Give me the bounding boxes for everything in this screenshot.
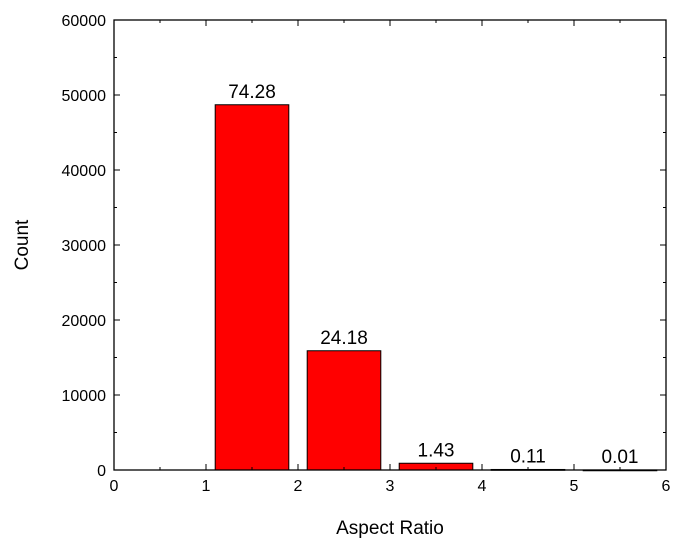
bar-3-label: 1.43 [418, 440, 455, 461]
y-tick-label: 50000 [62, 88, 107, 105]
plot-frame [113, 19, 667, 471]
y-tick-label: 10000 [62, 388, 107, 405]
x-axis-title: Aspect Ratio [336, 518, 444, 539]
y-tick-label: 20000 [62, 313, 107, 330]
bar-4-label: 0.11 [510, 446, 546, 467]
x-tick-label: 0 [110, 478, 119, 495]
x-tick-label: 3 [386, 478, 395, 495]
y-tick-label: 60000 [62, 13, 107, 30]
bar-1-label: 74.28 [228, 82, 276, 103]
ticks-layer [113, 19, 667, 471]
bar-2 [306, 350, 382, 471]
bar-5-label: 0.01 [602, 447, 639, 468]
tick-labels-layer: 0 1 2 3 4 5 6 0 10000 20000 30000 40000 50000 60000 [62, 13, 671, 495]
x-tick-label: 2 [294, 478, 303, 495]
y-tick-label: 40000 [62, 163, 107, 180]
x-tick-label: 6 [662, 478, 671, 495]
data-labels-layer: 74.28 24.18 1.43 0.11 0.01 [228, 82, 638, 468]
bars-layer [214, 104, 658, 472]
x-tick-label: 5 [570, 478, 579, 495]
y-axis-title: Count [12, 219, 33, 270]
y-tick-label: 0 [97, 463, 106, 480]
x-tick-label: 4 [478, 478, 487, 495]
bar-1 [214, 104, 290, 471]
x-tick-label: 1 [202, 478, 211, 495]
y-tick-label: 30000 [62, 238, 107, 255]
bar-2-label: 24.18 [320, 328, 368, 349]
